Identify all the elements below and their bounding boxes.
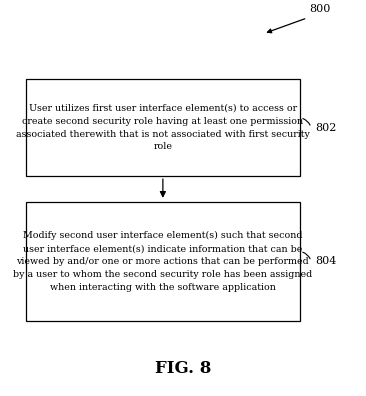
Text: Modify second user interface element(s) such that second
user interface element(: Modify second user interface element(s) … bbox=[13, 231, 313, 291]
Bar bbox=[26, 79, 300, 176]
Text: 802: 802 bbox=[315, 123, 336, 133]
Text: 804: 804 bbox=[315, 256, 336, 267]
Text: 800: 800 bbox=[309, 4, 330, 14]
Text: FIG. 8: FIG. 8 bbox=[155, 360, 211, 377]
Text: User utilizes first user interface element(s) to access or
create second securit: User utilizes first user interface eleme… bbox=[16, 104, 310, 152]
Bar bbox=[26, 202, 300, 321]
